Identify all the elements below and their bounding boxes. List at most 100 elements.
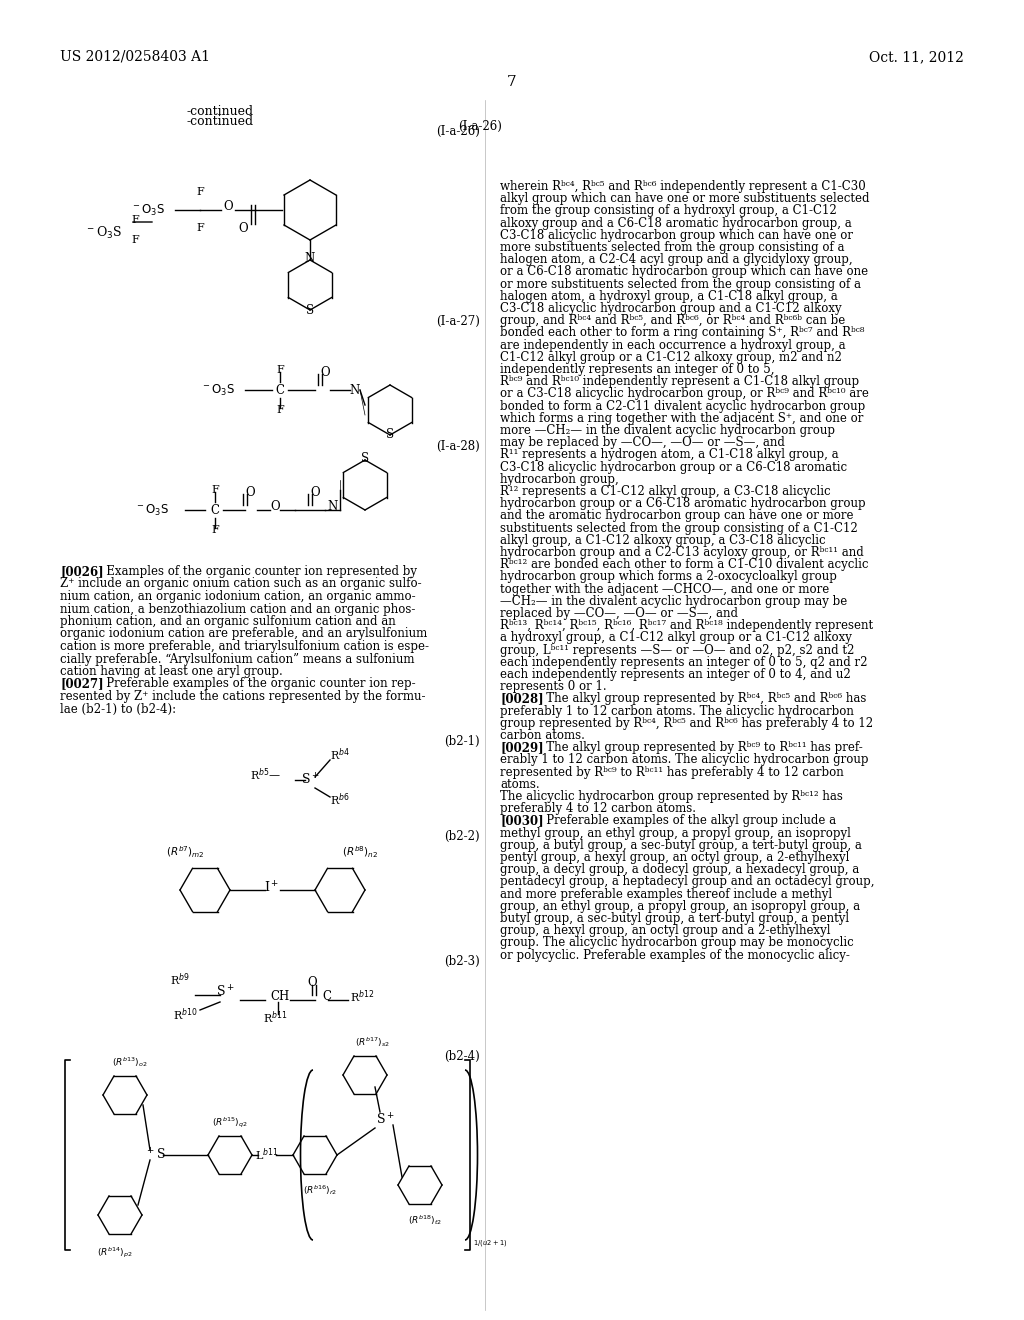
Text: represents 0 or 1.: represents 0 or 1. [500, 680, 606, 693]
Text: together with the adjacent —CHCO—, and one or more: together with the adjacent —CHCO—, and o… [500, 582, 829, 595]
Text: N: N [305, 252, 315, 265]
Text: or a C3-C18 alicyclic hydrocarbon group, or Rᵇᶜ⁹ and Rᵇᶜ¹⁰ are: or a C3-C18 alicyclic hydrocarbon group,… [500, 387, 869, 400]
Text: Rᵇᶜ¹³, Rᵇᶜ¹⁴, Rᵇᶜ¹⁵, Rᵇᶜ¹⁶, Rᵇᶜ¹⁷ and Rᵇᶜ¹⁸ independently represent: Rᵇᶜ¹³, Rᵇᶜ¹⁴, Rᵇᶜ¹⁵, Rᵇᶜ¹⁶, Rᵇᶜ¹⁷ and Rᵇ… [500, 619, 873, 632]
Text: Rᵇᶜ¹² are bonded each other to form a C1-C10 divalent acyclic: Rᵇᶜ¹² are bonded each other to form a C1… [500, 558, 868, 572]
Text: cation is more preferable, and triarylsulfonium cation is espe-: cation is more preferable, and triarylsu… [60, 640, 429, 653]
Text: S: S [360, 453, 369, 466]
Text: S$^+$: S$^+$ [376, 1113, 394, 1127]
Text: The alicyclic hydrocarbon group represented by Rᵇᶜ¹² has: The alicyclic hydrocarbon group represen… [500, 789, 843, 803]
Text: hydrocarbon group,: hydrocarbon group, [500, 473, 618, 486]
Text: replaced by —CO—, —O— or —S—, and: replaced by —CO—, —O— or —S—, and [500, 607, 738, 620]
Text: substituents selected from the group consisting of a C1-C12: substituents selected from the group con… [500, 521, 858, 535]
Text: S: S [306, 304, 314, 317]
Text: O: O [245, 486, 255, 499]
Text: erably 1 to 12 carbon atoms. The alicyclic hydrocarbon group: erably 1 to 12 carbon atoms. The alicycl… [500, 754, 868, 767]
Text: pentadecyl group, a heptadecyl group and an octadecyl group,: pentadecyl group, a heptadecyl group and… [500, 875, 874, 888]
Text: C1-C12 alkyl group or a C1-C12 alkoxy group, m2 and n2: C1-C12 alkyl group or a C1-C12 alkoxy gr… [500, 351, 842, 364]
Text: (I-a-27): (I-a-27) [436, 315, 480, 327]
Text: or more substituents selected from the group consisting of a: or more substituents selected from the g… [500, 277, 861, 290]
Text: nium cation, a benzothiazolium cation and an organic phos-: nium cation, a benzothiazolium cation an… [60, 602, 416, 615]
Text: which forms a ring together with the adjacent S⁺, and one or: which forms a ring together with the adj… [500, 412, 863, 425]
Text: group, a hexyl group, an octyl group and a 2-ethylhexyl: group, a hexyl group, an octyl group and… [500, 924, 830, 937]
Text: each independently represents an integer of 0 to 5, q2 and r2: each independently represents an integer… [500, 656, 867, 669]
Text: F: F [131, 235, 139, 246]
Text: (b2-3): (b2-3) [444, 954, 480, 968]
Text: lae (b2-1) to (b2-4):: lae (b2-1) to (b2-4): [60, 702, 176, 715]
Text: -continued: -continued [186, 115, 254, 128]
Text: or polycyclic. Preferable examples of the monocyclic alicy-: or polycyclic. Preferable examples of th… [500, 949, 850, 961]
Text: group represented by Rᵇᶜ⁴, Rᵇᶜ⁵ and Rᵇᶜ⁶ has preferably 4 to 12: group represented by Rᵇᶜ⁴, Rᵇᶜ⁵ and Rᵇᶜ⁶… [500, 717, 873, 730]
Text: group. The alicyclic hydrocarbon group may be monocyclic: group. The alicyclic hydrocarbon group m… [500, 936, 854, 949]
Text: and more preferable examples thereof include a methyl: and more preferable examples thereof inc… [500, 887, 833, 900]
Text: halogen atom, a hydroxyl group, a C1-C18 alkyl group, a: halogen atom, a hydroxyl group, a C1-C18… [500, 290, 838, 302]
Text: group, a butyl group, a sec-butyl group, a tert-butyl group, a: group, a butyl group, a sec-butyl group,… [500, 838, 862, 851]
Text: F: F [211, 525, 219, 535]
Text: I$^+$: I$^+$ [264, 880, 280, 896]
Text: F: F [131, 215, 139, 224]
Text: -continued: -continued [186, 106, 254, 117]
Text: $(R^{b14})_{p2}$: $(R^{b14})_{p2}$ [97, 1246, 133, 1261]
Text: R$^{b5}$—: R$^{b5}$— [250, 767, 282, 783]
Text: R$^{b12}$: R$^{b12}$ [350, 989, 375, 1006]
Text: The alkyl group represented by Rᵇᶜ⁹ to Rᵇᶜ¹¹ has pref-: The alkyl group represented by Rᵇᶜ⁹ to R… [535, 742, 863, 754]
Text: C3-C18 alicyclic hydrocarbon group and a C1-C12 alkoxy: C3-C18 alicyclic hydrocarbon group and a… [500, 302, 842, 315]
Text: F: F [197, 223, 204, 234]
Text: R¹¹ represents a hydrogen atom, a C1-C18 alkyl group, a: R¹¹ represents a hydrogen atom, a C1-C18… [500, 449, 839, 462]
Text: R$^{b6}$: R$^{b6}$ [330, 792, 350, 808]
Text: carbon atoms.: carbon atoms. [500, 729, 585, 742]
Text: CH: CH [270, 990, 289, 1003]
Text: $^-$O$_3$S: $^-$O$_3$S [85, 224, 122, 242]
Text: O: O [239, 222, 248, 235]
Text: $(R^{b17})_{s2}$: $(R^{b17})_{s2}$ [355, 1035, 390, 1049]
Text: group, Lᵇᶜ¹¹ represents —S— or —O— and o2, p2, s2 and t2: group, Lᵇᶜ¹¹ represents —S— or —O— and o… [500, 644, 854, 656]
Text: US 2012/0258403 A1: US 2012/0258403 A1 [60, 50, 210, 63]
Text: (I-a-26): (I-a-26) [436, 125, 480, 139]
Text: bonded each other to form a ring containing S⁺, Rᵇᶜ⁷ and Rᵇᶜ⁸: bonded each other to form a ring contain… [500, 326, 864, 339]
Text: a hydroxyl group, a C1-C12 alkyl group or a C1-C12 alkoxy: a hydroxyl group, a C1-C12 alkyl group o… [500, 631, 852, 644]
Text: —CH₂— in the divalent acyclic hydrocarbon group may be: —CH₂— in the divalent acyclic hydrocarbo… [500, 595, 847, 607]
Text: group, and Rᵇᶜ⁴ and Rᵇᶜ⁵, and Rᵇᶜ⁶, or Rᵇᶜ⁴ and Rᵇᶜ⁶ᵇ can be: group, and Rᵇᶜ⁴ and Rᵇᶜ⁵, and Rᵇᶜ⁶, or R… [500, 314, 845, 327]
Text: F: F [276, 405, 284, 414]
Text: C3-C18 alicyclic hydrocarbon group or a C6-C18 aromatic: C3-C18 alicyclic hydrocarbon group or a … [500, 461, 847, 474]
Text: $(R^{b8})_{n2}$: $(R^{b8})_{n2}$ [342, 845, 378, 861]
Text: [0029]: [0029] [500, 742, 544, 754]
Text: O: O [270, 500, 280, 513]
Text: $^-$O$_3$S: $^-$O$_3$S [201, 383, 234, 397]
Text: alkyl group, a C1-C12 alkoxy group, a C3-C18 alicyclic: alkyl group, a C1-C12 alkoxy group, a C3… [500, 533, 825, 546]
Text: F: F [276, 366, 284, 375]
Text: $_{1/(u2+1)}$: $_{1/(u2+1)}$ [473, 1238, 508, 1250]
Text: R$^{b9}$: R$^{b9}$ [170, 972, 189, 989]
Text: bonded to form a C2-C11 divalent acyclic hydrocarbon group: bonded to form a C2-C11 divalent acyclic… [500, 400, 865, 413]
Text: $(R^{b15})_{q2}$: $(R^{b15})_{q2}$ [212, 1115, 248, 1130]
Text: C3-C18 alicyclic hydrocarbon group which can have one or: C3-C18 alicyclic hydrocarbon group which… [500, 228, 853, 242]
Text: group, a decyl group, a dodecyl group, a hexadecyl group, a: group, a decyl group, a dodecyl group, a… [500, 863, 859, 876]
Text: Preferable examples of the alkyl group include a: Preferable examples of the alkyl group i… [535, 814, 837, 828]
Text: alkyl group which can have one or more substituents selected: alkyl group which can have one or more s… [500, 193, 869, 205]
Text: N: N [350, 384, 360, 396]
Text: $(R^{b18})_{t2}$: $(R^{b18})_{t2}$ [408, 1213, 442, 1228]
Text: or a C6-C18 aromatic hydrocarbon group which can have one: or a C6-C18 aromatic hydrocarbon group w… [500, 265, 868, 279]
Text: resented by Z⁺ include the cations represented by the formu-: resented by Z⁺ include the cations repre… [60, 690, 426, 704]
Text: C: C [275, 384, 285, 396]
Text: O: O [307, 975, 316, 989]
Text: pentyl group, a hexyl group, an octyl group, a 2-ethylhexyl: pentyl group, a hexyl group, an octyl gr… [500, 851, 849, 865]
Text: F: F [211, 484, 219, 495]
Text: O: O [223, 201, 232, 214]
Text: R$^{b11}$: R$^{b11}$ [263, 1010, 288, 1027]
Text: S$^+$: S$^+$ [216, 985, 234, 999]
Text: C: C [322, 990, 331, 1003]
Text: nium cation, an organic iodonium cation, an organic ammo-: nium cation, an organic iodonium cation,… [60, 590, 416, 603]
Text: R$^{b10}$: R$^{b10}$ [173, 1007, 198, 1023]
Text: The alkyl group represented by Rᵇᶜ⁴, Rᵇᶜ⁵ and Rᵇᶜ⁶ has: The alkyl group represented by Rᵇᶜ⁴, Rᵇᶜ… [535, 693, 866, 705]
Text: and the aromatic hydrocarbon group can have one or more: and the aromatic hydrocarbon group can h… [500, 510, 853, 523]
Text: L$^{b11}$: L$^{b11}$ [255, 1147, 279, 1163]
Text: [0027]: [0027] [60, 677, 103, 690]
Text: Oct. 11, 2012: Oct. 11, 2012 [869, 50, 964, 63]
Text: represented by Rᵇᶜ⁹ to Rᵇᶜ¹¹ has preferably 4 to 12 carbon: represented by Rᵇᶜ⁹ to Rᵇᶜ¹¹ has prefera… [500, 766, 844, 779]
Text: [0028]: [0028] [500, 693, 544, 705]
Text: S$^+$: S$^+$ [301, 772, 319, 788]
Text: $^+$S: $^+$S [144, 1147, 166, 1163]
Text: 7: 7 [507, 75, 517, 88]
Text: independently represents an integer of 0 to 5,: independently represents an integer of 0… [500, 363, 774, 376]
Text: F: F [197, 187, 204, 197]
